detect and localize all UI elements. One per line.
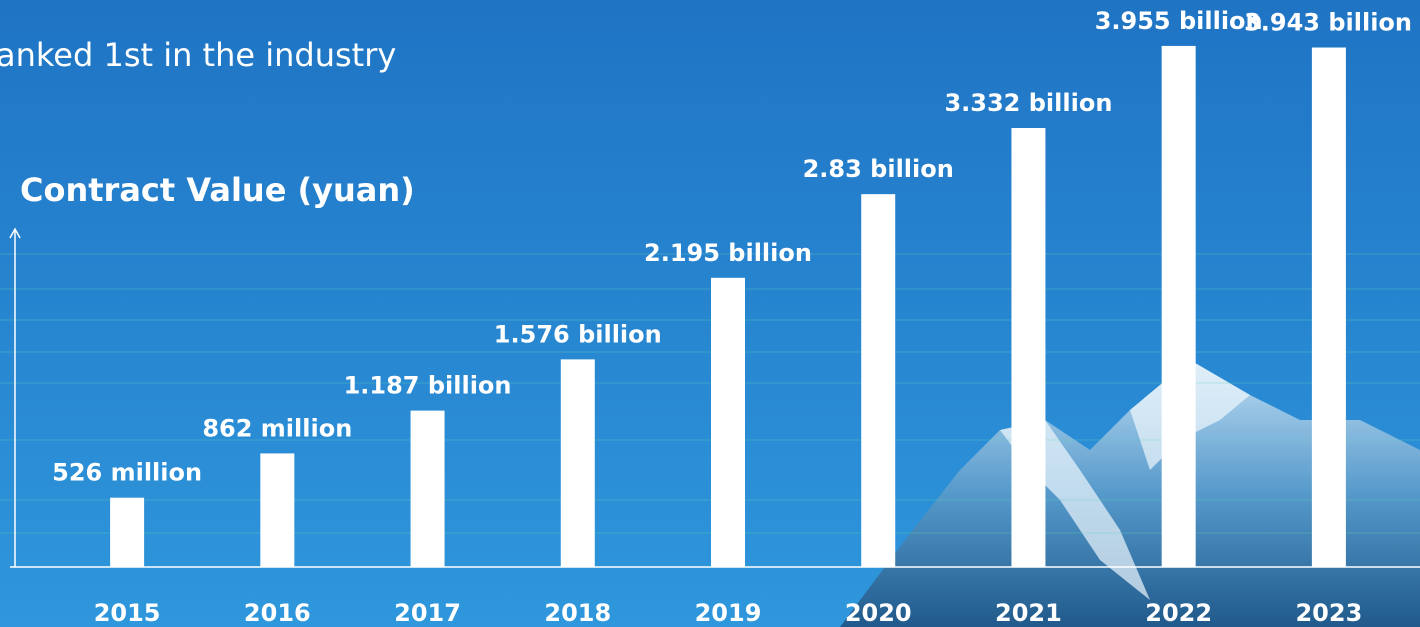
- x-tick-label: 2017: [394, 599, 461, 627]
- value-label: 1.576 billion: [494, 320, 662, 348]
- y-axis-label: Contract Value (yuan): [20, 171, 415, 209]
- value-label: 3.955 billion: [1095, 7, 1263, 35]
- value-label: 3.332 billion: [944, 89, 1112, 117]
- bar: [110, 497, 145, 567]
- value-label: 862 million: [202, 414, 352, 442]
- value-label: 2.83 billion: [803, 155, 954, 183]
- x-tick-label: 2020: [845, 599, 912, 627]
- x-tick-label: 2019: [695, 599, 762, 627]
- x-tick-label: 2023: [1295, 599, 1362, 627]
- value-label: 526 million: [52, 459, 202, 487]
- bar: [260, 453, 295, 567]
- y-axis-arrow: [9, 227, 21, 239]
- bar: [1011, 128, 1046, 567]
- x-tick-label: 2022: [1145, 599, 1212, 627]
- x-tick-label: 2016: [244, 599, 311, 627]
- x-tick-label: 2015: [94, 599, 161, 627]
- bar: [410, 410, 445, 567]
- bar: [861, 194, 896, 567]
- bar: [560, 359, 595, 567]
- value-label: 2.195 billion: [644, 239, 812, 267]
- x-tick-label: 2018: [544, 599, 611, 627]
- bar: [1311, 47, 1346, 567]
- subtitle: anked 1st in the industry: [0, 36, 396, 74]
- bar: [711, 277, 745, 567]
- value-label: 1.187 billion: [344, 372, 512, 400]
- mountain: [840, 360, 1420, 627]
- value-label: 3.943 billion: [1244, 9, 1412, 37]
- x-tick-label: 2021: [995, 599, 1062, 627]
- bar: [1161, 45, 1196, 567]
